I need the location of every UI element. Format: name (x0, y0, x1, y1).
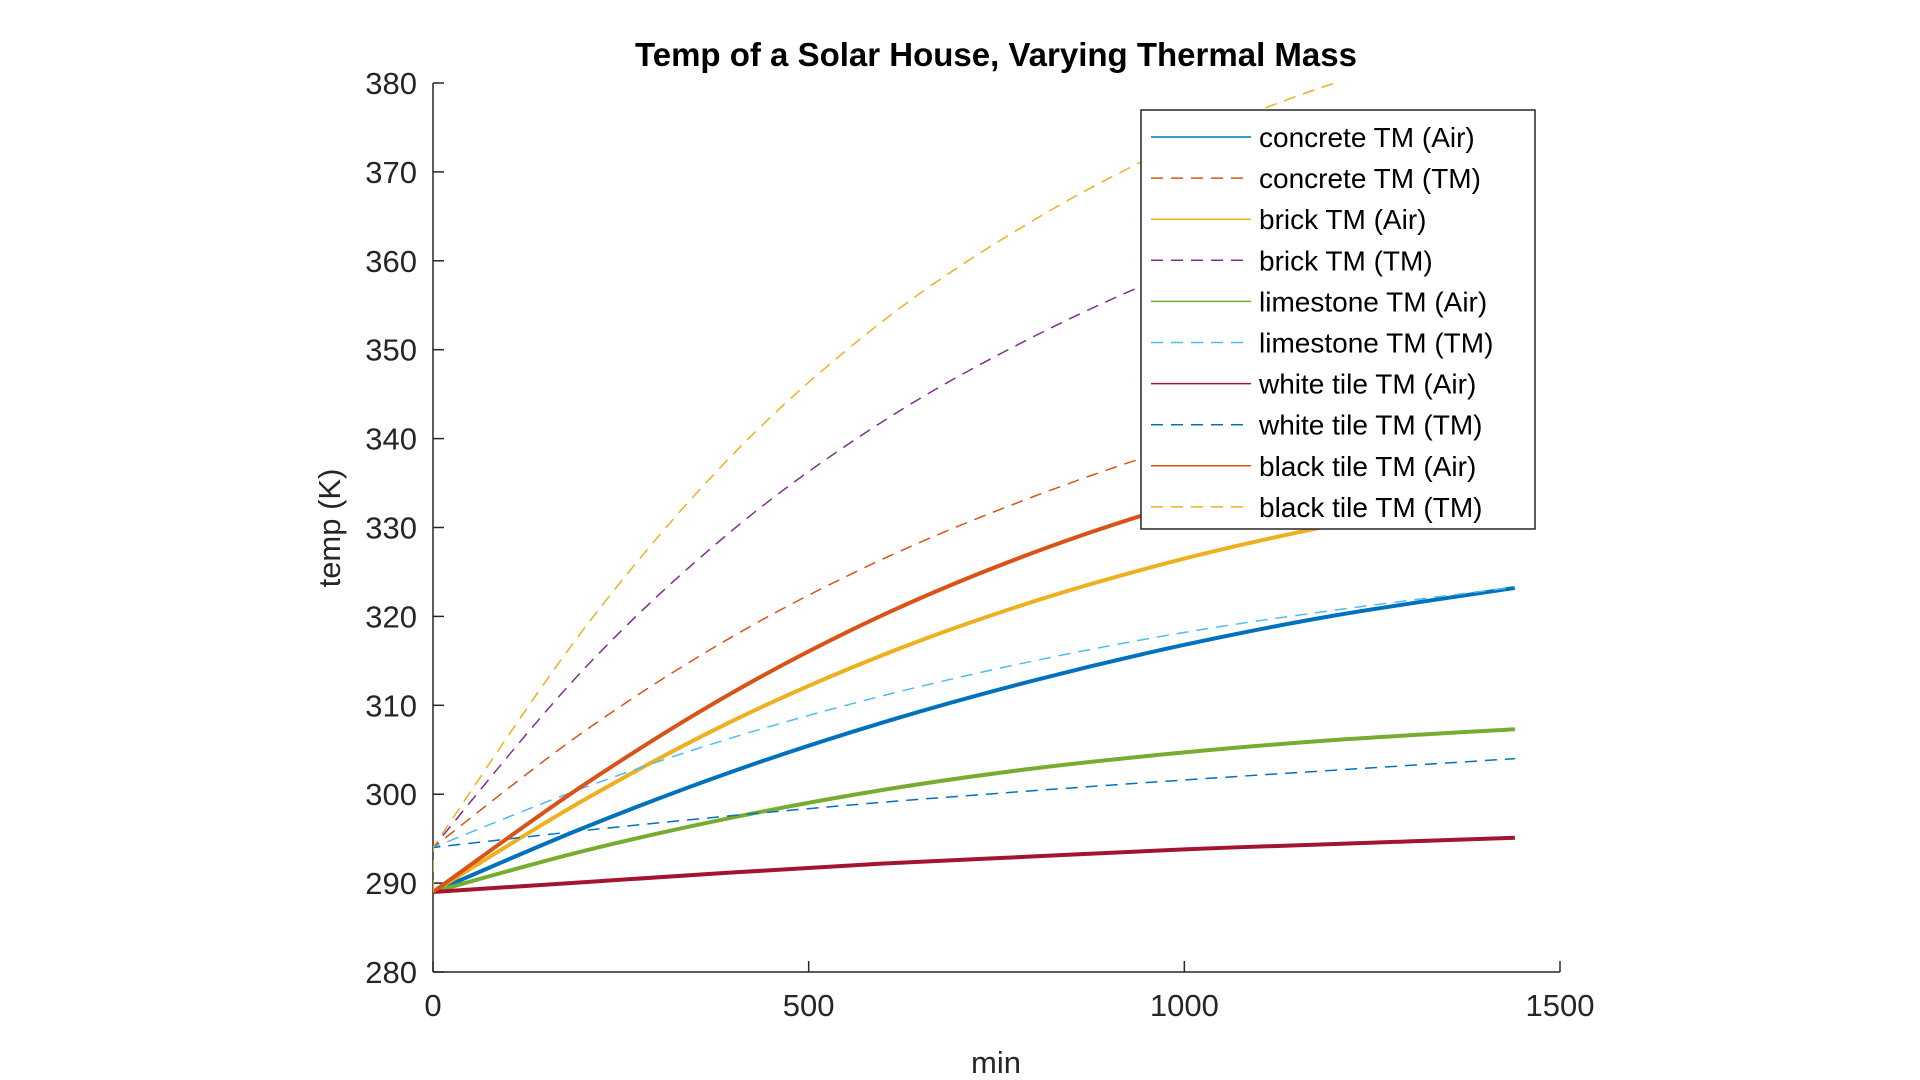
x-tick-label: 1000 (1150, 988, 1219, 1023)
y-axis-label: temp (K) (312, 469, 347, 588)
y-tick-label: 330 (365, 511, 417, 546)
legend-label-limestone-tm-tm: limestone TM (TM) (1259, 328, 1493, 359)
y-tick-label: 280 (365, 955, 417, 990)
legend-label-white-tile-tm-air: white tile TM (Air) (1258, 369, 1476, 400)
series-line-white-tile-tm-tm (433, 757, 1515, 892)
legend-label-concrete-tm-air: concrete TM (Air) (1259, 122, 1475, 153)
legend: concrete TM (Air) concrete TM (TM) brick T… (1140, 109, 1536, 530)
x-axis-label: min (971, 1045, 1021, 1080)
y-tick-label: 340 (365, 422, 417, 457)
x-tick-label: 1500 (1526, 988, 1595, 1023)
series-line-brick-tm-air (433, 489, 1516, 894)
x-tick-label: 500 (783, 988, 835, 1023)
series-line-concrete-tm-air (433, 585, 1516, 894)
legend-label-limestone-tm-air: limestone TM (Air) (1259, 286, 1487, 317)
legend-label-brick-tm-tm: brick TM (TM) (1259, 245, 1433, 276)
x-tick-label: 0 (424, 988, 441, 1023)
legend-label-white-tile-tm-tm: white tile TM (TM) (1258, 410, 1483, 441)
y-tick-label: 290 (365, 866, 417, 901)
chart-title: Temp of a Solar House, Varying Thermal M… (635, 36, 1357, 73)
y-tick-label: 310 (365, 688, 417, 723)
series-line-white-tile-tm-air (433, 835, 1515, 894)
legend-label-black-tile-tm-tm: black tile TM (TM) (1259, 492, 1483, 523)
axes: 0 500 1000 1500 280 290 300 310 320 330 340 350 360 3… (365, 66, 1594, 1023)
series-line-limestone-tm-tm (433, 586, 1516, 892)
legend-box (1140, 109, 1536, 530)
legend-label-concrete-tm-tm: concrete TM (TM) (1259, 163, 1481, 194)
y-tick-label: 350 (365, 333, 417, 368)
y-tick-label: 360 (365, 244, 417, 279)
y-tick-label: 380 (365, 66, 417, 101)
legend-label-black-tile-tm-air: black tile TM (Air) (1259, 451, 1476, 482)
series-line-black-tile-tm-tm (433, 83, 1337, 892)
y-tick-label: 370 (365, 155, 417, 190)
y-tick-label: 300 (365, 777, 417, 812)
legend-label-brick-tm-air: brick TM (Air) (1259, 204, 1426, 235)
y-tick-label: 320 (365, 599, 417, 634)
series-line-limestone-tm-air (433, 727, 1516, 894)
